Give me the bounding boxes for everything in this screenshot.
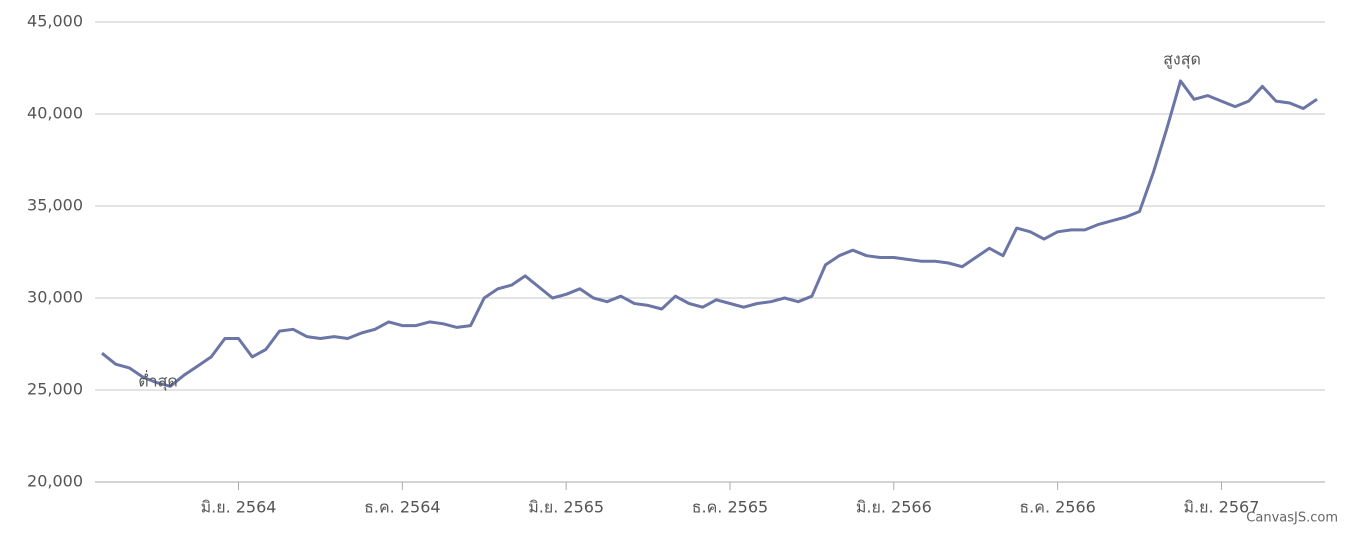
- y-tick-label: 35,000: [27, 196, 83, 215]
- x-tick-label: มิ.ย. 2565: [528, 498, 604, 517]
- x-tick-label: มิ.ย. 2567: [1183, 498, 1259, 517]
- y-tick-label: 30,000: [27, 288, 83, 307]
- y-tick-label: 25,000: [27, 380, 83, 399]
- x-tick-label: ธ.ค. 2566: [1019, 498, 1095, 517]
- x-tick-label: ธ.ค. 2564: [364, 498, 440, 517]
- y-tick-label: 40,000: [27, 104, 83, 123]
- x-tick-label: มิ.ย. 2566: [856, 498, 932, 517]
- price-line: [101, 79, 1318, 388]
- annotation-high: สูงสุด: [1163, 50, 1201, 70]
- x-tick-label: ธ.ค. 2565: [692, 498, 768, 517]
- credit: CanvasJS.com: [1246, 511, 1338, 526]
- annotation-low: ต่ำสุด: [138, 370, 178, 392]
- y-tick-label: 45,000: [27, 12, 83, 31]
- x-tick-label: มิ.ย. 2564: [201, 498, 277, 517]
- y-tick-label: 20,000: [27, 472, 83, 491]
